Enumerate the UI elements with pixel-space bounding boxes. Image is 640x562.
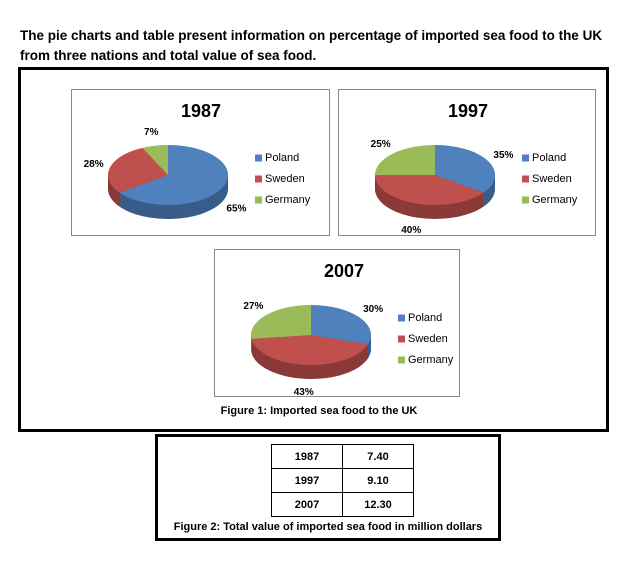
legend-swatch	[255, 175, 262, 183]
pie-slice	[251, 305, 311, 339]
legend-swatch	[398, 356, 405, 364]
figure-frame	[18, 67, 609, 432]
table-cell: 9.10	[342, 468, 414, 493]
data-label: 30%	[363, 304, 383, 315]
data-label: 27%	[243, 301, 263, 312]
data-label: 40%	[401, 225, 421, 236]
value-table: 1987 7.40 1997 9.10 2007 12.30	[271, 444, 414, 517]
table-row: 2007 12.30	[271, 492, 414, 517]
data-label: 43%	[294, 387, 314, 398]
data-label: 7%	[144, 127, 159, 138]
pie-slice	[119, 145, 228, 205]
legend-label: Poland	[265, 152, 299, 164]
legend-label: Sweden	[265, 173, 305, 185]
legend-label: Poland	[408, 312, 442, 324]
chart-title: 2007	[324, 261, 364, 281]
figure-1: Figure 1: Imported sea food to the UK 19…	[18, 67, 609, 432]
data-label: 25%	[371, 139, 391, 150]
table-cell: 1997	[271, 468, 343, 493]
pie-slice	[375, 145, 435, 175]
chart-title: 1997	[448, 101, 488, 121]
legend-swatch	[522, 196, 529, 204]
legend-label: Germany	[265, 194, 311, 206]
page-title: The pie charts and table present informa…	[20, 28, 603, 63]
figure-2: 1987 7.40 1997 9.10 2007 12.30 Figure 2: Tota…	[155, 434, 501, 541]
legend-swatch	[255, 196, 262, 204]
legend-swatch	[522, 175, 529, 183]
data-label: 65%	[226, 203, 246, 214]
chart-title: 1987	[181, 101, 221, 121]
pie-slice	[107, 147, 168, 193]
legend-swatch	[398, 335, 405, 343]
figure-caption: Figure 2: Total value of imported sea fo…	[173, 521, 483, 533]
table-row: 1987 7.40	[271, 444, 414, 469]
table-cell: 12.30	[342, 492, 414, 517]
table-cell: 7.40	[342, 444, 414, 469]
pie-slice	[375, 175, 484, 205]
legend-label: Poland	[532, 152, 566, 164]
table-cell: 2007	[271, 492, 343, 517]
table-cell: 1987	[271, 444, 343, 469]
legend-label: Germany	[408, 354, 454, 366]
table-row: 1997 9.10	[271, 468, 414, 493]
legend-swatch	[398, 314, 405, 322]
pie-slice	[251, 335, 369, 365]
pie-slice	[311, 305, 372, 345]
legend-swatch	[522, 154, 529, 162]
legend-swatch	[255, 154, 262, 162]
data-label: 28%	[84, 159, 104, 170]
pie-slice	[142, 145, 168, 175]
data-label: 35%	[493, 150, 513, 161]
legend-label: Sweden	[408, 333, 448, 345]
figure-caption: Figure 1: Imported sea food to the UK	[221, 405, 418, 417]
pie-slice	[435, 145, 496, 193]
legend-label: Germany	[532, 194, 578, 206]
legend-label: Sweden	[532, 173, 572, 185]
